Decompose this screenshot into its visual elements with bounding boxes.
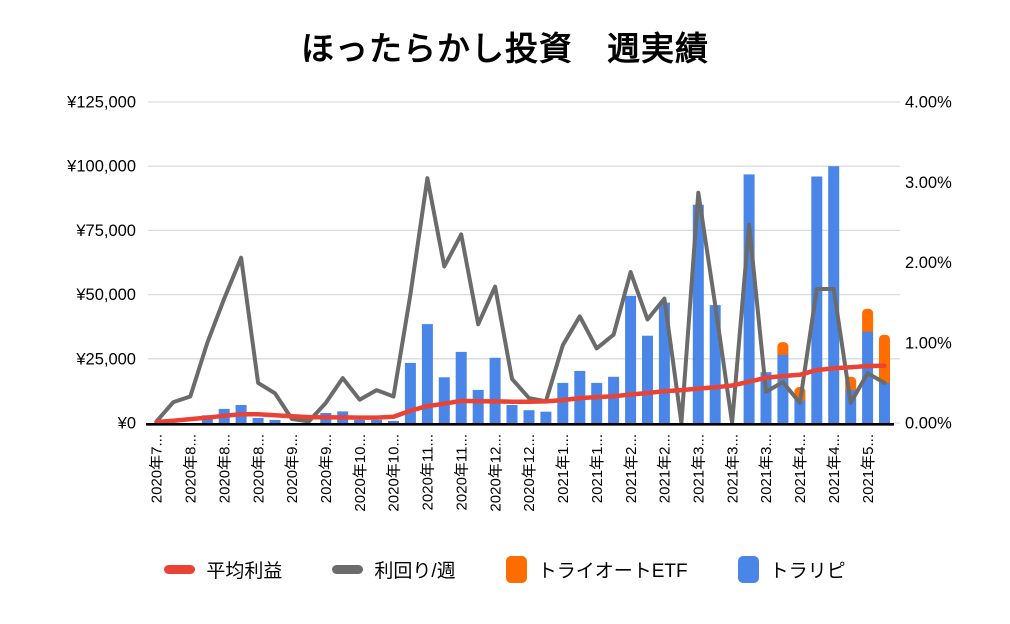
tralipi-bar [743,174,755,423]
right-axis-label: 0.00% [905,415,952,433]
tralipi-bar [879,382,890,423]
gridlines [148,101,900,424]
x-axis-label: 2020年7... [149,434,166,503]
tralipi-bar [760,372,772,423]
x-axis-label: 2021年3... [724,434,741,503]
tralipi-bar [540,411,552,423]
legend-swatch [505,556,527,583]
tralipi-bar [506,405,518,423]
tralipi-bar [269,419,281,423]
x-axis-label: 2021年5... [860,434,877,503]
triauto-etf-bar [879,334,890,388]
left-axis-label: ¥100,000 [66,158,136,176]
legend: 平均利益 利回り/週 トライオートETF トラリピ [0,556,1010,583]
x-axis-label: 2020年10... [352,434,369,512]
x-axis-label: 2021年1... [589,434,606,503]
tralipi-bar [591,382,603,423]
legend-label: トライオートETF [537,561,688,582]
legend-item-2[interactable]: トライオートETF [505,556,688,583]
tralipi-bar [608,376,620,423]
yield-line [154,176,887,425]
tralipi-bar [658,302,670,423]
right-axis-label: 4.00% [905,94,952,112]
left-axis-label: ¥50,000 [75,286,136,304]
tralipi-bar [692,204,704,423]
x-axis-label: 2021年4... [826,434,843,503]
x-axis-label: 2020年12... [487,434,504,512]
tralipi-bar [438,377,450,423]
left-axis-label: ¥125,000 [66,94,136,112]
x-axis-label: 2020年11... [453,434,470,510]
right-axis-labels: 0.00% 1.00% 2.00% 3.00% 4.00% [905,94,952,433]
left-axis-label: ¥25,000 [75,350,136,368]
tralipi-bar [794,400,806,423]
left-axis-labels: ¥0 ¥25,000 ¥50,000 ¥75,000 ¥100,000 ¥125,000 [66,94,136,433]
x-axis-label: 2020年11... [420,434,437,510]
legend-item-0[interactable]: 平均利益 [164,556,282,583]
tralipi-bar [455,351,467,423]
x-axis-label: 2020年10... [386,434,403,512]
x-axis-label: 2020年9... [318,434,335,503]
legend-label: 平均利益 [206,561,283,582]
x-axis-label: 2020年8... [183,434,200,503]
legend-label: 利回り/週 [374,561,456,582]
tralipi-bar [371,419,383,423]
legend-item-3[interactable]: トラリピ [737,556,846,583]
left-axis-label: ¥0 [117,415,136,433]
tralipi-bar [472,389,484,423]
x-axis-labels: 2020年7... 2020年8... 2020年8... 2020年8... 2020… [149,434,877,512]
x-axis-label: 2020年8... [216,434,233,503]
triauto-etf-bar [862,308,874,337]
x-axis-label: 2020年8... [250,434,267,503]
tralipi-bar [845,389,857,423]
tralipi-bar [777,354,789,423]
average-profit-line [154,363,887,425]
chart-title: ほったらかし投資 週実績 [301,30,709,67]
x-axis-label: 2020年12... [521,434,538,512]
tralipi-bar [388,420,399,423]
legend-swatch [164,565,196,574]
tralipi-bar [625,295,637,423]
legend-swatch [737,556,759,583]
left-axis-label: ¥75,000 [75,222,136,240]
tralipi-bar [862,331,874,423]
x-axis-label: 2021年3... [758,434,775,503]
tralipi-bar [642,335,653,423]
x-axis-label: 2021年4... [792,434,809,503]
right-axis-label: 2.00% [905,254,952,272]
legend-label: トラリピ [769,561,846,582]
tralipi-bar [354,419,366,423]
x-axis-label: 2021年3... [691,434,708,503]
x-axis-label: 2020年9... [284,434,301,503]
x-axis-label: 2021年1... [555,434,572,503]
right-axis-label: 1.00% [905,334,952,352]
tralipi-bar [523,410,535,423]
right-axis-label: 3.00% [905,174,952,192]
legend-swatch [332,565,364,574]
x-axis-label: 2021年2... [623,434,640,503]
tralipi-bar [709,305,721,423]
legend-item-1[interactable]: 利回り/週 [332,556,456,583]
tralipi-bar [252,417,264,423]
tralipi-bar [557,382,569,423]
tralipi-bar [404,362,416,423]
tralipi-bar [421,324,433,423]
tralipi-bar [489,357,501,423]
x-axis-label: 2021年2... [657,434,674,503]
